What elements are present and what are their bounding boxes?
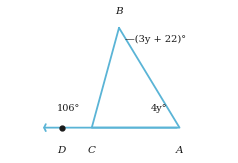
Text: C: C [88,146,96,155]
Text: B: B [115,7,123,16]
Text: 4y°: 4y° [151,104,167,112]
Text: —(3y + 22)°: —(3y + 22)° [125,35,186,44]
Text: 106°: 106° [56,104,80,112]
Text: A: A [176,146,183,155]
Text: D: D [57,146,66,155]
